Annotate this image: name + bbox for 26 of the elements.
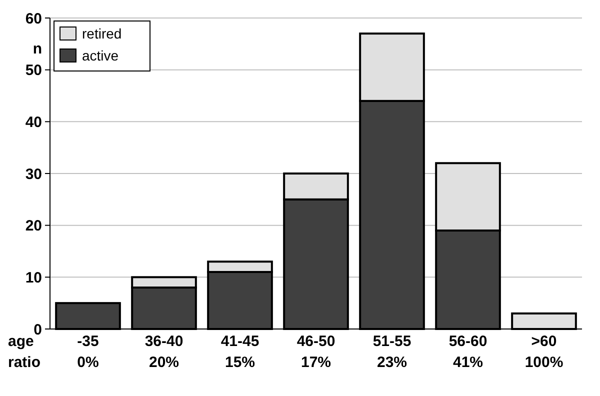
x-tick-label: 41-45 <box>220 333 260 350</box>
x-tick-label: 51-55 <box>372 333 412 350</box>
y-tick-label: 0 <box>34 321 42 338</box>
x-axis-title: age <box>8 333 34 350</box>
text: 100% <box>524 354 564 371</box>
text: ratio <box>8 354 41 371</box>
text: 23% <box>376 354 408 371</box>
x-tick-label: 36-40 <box>144 333 184 350</box>
legend-label: active <box>82 47 119 64</box>
y-tick-label: 30 <box>25 166 42 183</box>
x-tick-label: 46-50 <box>296 333 336 350</box>
x-tick-label: 56-60 <box>448 333 488 350</box>
text: 17% <box>300 354 332 371</box>
y-tick-label: 60 <box>25 10 42 28</box>
text: 41% <box>452 354 484 371</box>
x-tick-label: -35 <box>77 333 99 350</box>
y-tick-label: 10 <box>25 269 42 286</box>
x-tick-label: >60 <box>531 333 557 350</box>
legend-label: retired <box>82 25 122 42</box>
y-tick-label: 50 <box>25 62 42 80</box>
y-tick-label: 20 <box>25 218 42 235</box>
y-tick-label: 40 <box>25 114 42 131</box>
text: 0% <box>77 354 99 371</box>
y-axis-title: n <box>32 40 42 58</box>
text: 15% <box>224 354 256 371</box>
text: 20% <box>148 354 180 371</box>
